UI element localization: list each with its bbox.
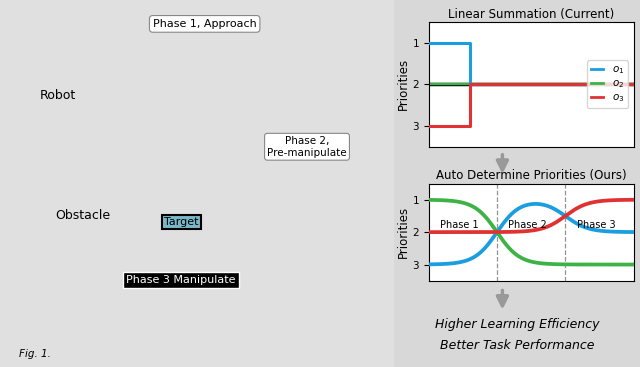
Text: Target: Target bbox=[164, 217, 198, 227]
Text: Phase 1: Phase 1 bbox=[440, 221, 479, 230]
Title: Linear Summation (Current): Linear Summation (Current) bbox=[448, 8, 614, 21]
Text: Phase 2,
Pre-manipulate: Phase 2, Pre-manipulate bbox=[267, 136, 347, 157]
Text: Higher Learning Efficiency: Higher Learning Efficiency bbox=[435, 318, 599, 331]
Y-axis label: Priorities: Priorities bbox=[397, 58, 410, 110]
Text: Robot: Robot bbox=[40, 89, 76, 102]
Text: Phase 3 Manipulate: Phase 3 Manipulate bbox=[126, 275, 236, 285]
Y-axis label: Priorities: Priorities bbox=[397, 206, 410, 258]
Title: Auto Determine Priorities (Ours): Auto Determine Priorities (Ours) bbox=[436, 169, 627, 182]
Text: Phase 1, Approach: Phase 1, Approach bbox=[153, 19, 257, 29]
Text: Phase 2: Phase 2 bbox=[508, 221, 547, 230]
Text: Phase 3: Phase 3 bbox=[577, 221, 616, 230]
Text: Better Task Performance: Better Task Performance bbox=[440, 339, 594, 352]
Text: Fig. 1.: Fig. 1. bbox=[19, 349, 51, 359]
Legend: $o_1$, $o_2$, $o_3$: $o_1$, $o_2$, $o_3$ bbox=[587, 61, 628, 108]
Text: Obstacle: Obstacle bbox=[55, 208, 110, 222]
